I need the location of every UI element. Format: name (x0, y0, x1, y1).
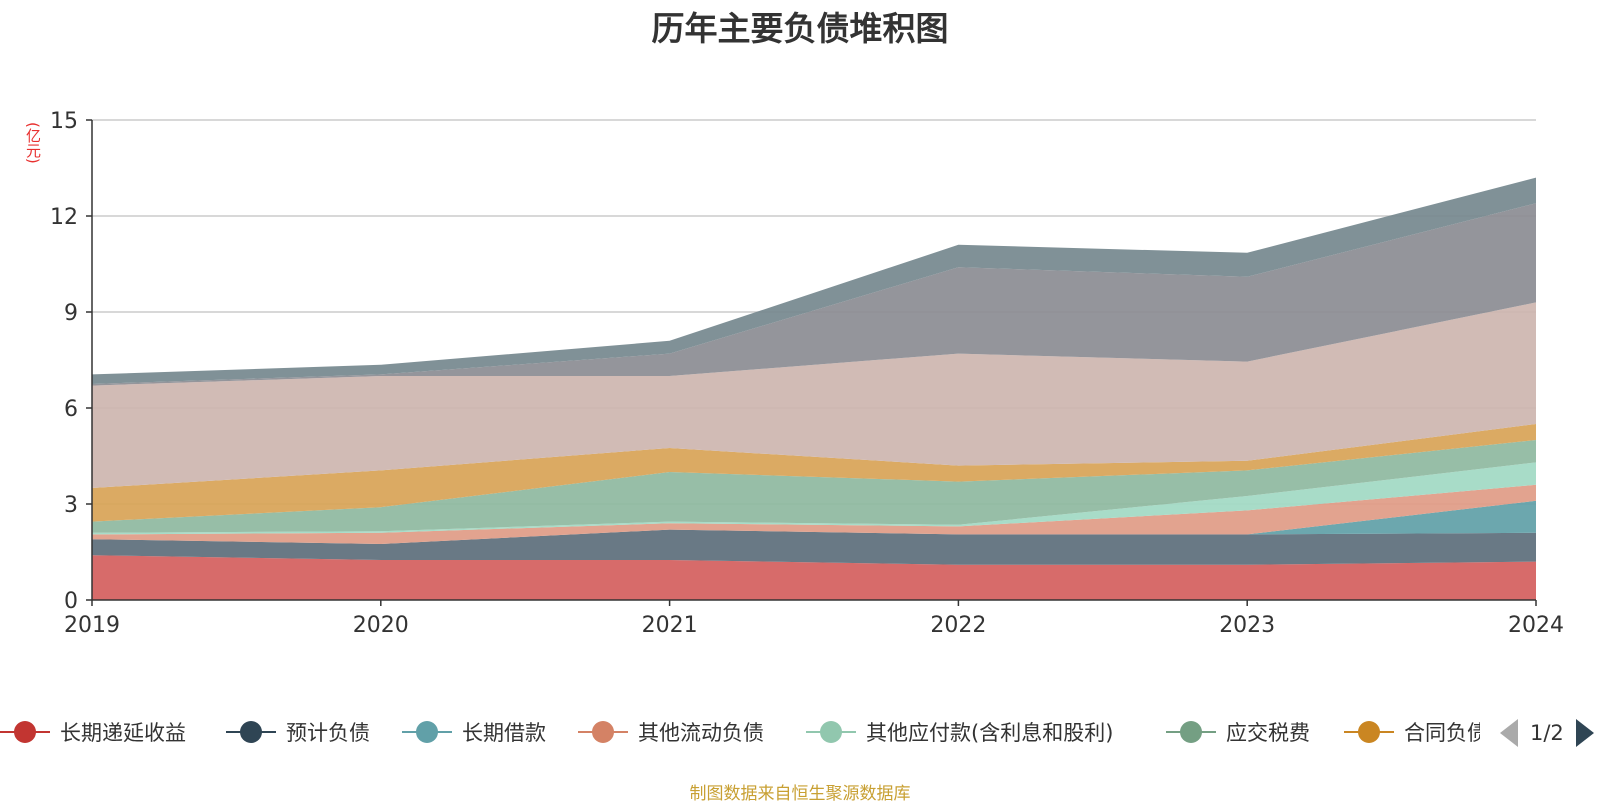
chart-title: 历年主要负债堆积图 (651, 9, 949, 48)
legend-marker-icon (806, 719, 856, 745)
x-tick-label: 2019 (64, 613, 120, 638)
legend-pager: 1/2 (1500, 718, 1594, 748)
legend-item[interactable]: 预计负债 (226, 712, 370, 752)
previous-page-icon[interactable] (1500, 719, 1518, 747)
legend-marker-icon (578, 719, 628, 745)
x-tick-label: 2024 (1508, 613, 1564, 638)
y-tick-label: 15 (50, 109, 78, 134)
area-series (92, 177, 1536, 600)
legend-label: 预计负债 (286, 721, 370, 745)
area-series-其他应付款(含利息和股利) (92, 462, 1536, 535)
legend: 长期递延收益 预计负债 长期借款 其他流动负债 其他应付款(含利息和股利) 应交税费 合同负… (0, 712, 1480, 752)
legend-marker-icon (1166, 719, 1216, 745)
legend-label: 其他流动负债 (638, 721, 764, 745)
legend-item[interactable]: 长期递延收益 (0, 712, 186, 752)
stacked-area-chart: 0 3 6 9 12 15 2019 2020 2021 2022 2023 2024 (50, 109, 1564, 638)
y-tick-label: 0 (64, 589, 78, 614)
x-tick-label: 2023 (1219, 613, 1275, 638)
x-tick-label: 2020 (353, 613, 409, 638)
legend-label: 应交税费 (1226, 721, 1310, 745)
legend-marker-icon (1344, 719, 1394, 745)
legend-marker-icon (402, 719, 452, 745)
legend-item[interactable]: 其他应付款(含利息和股利) (806, 712, 1113, 752)
y-tick-label: 9 (64, 301, 78, 326)
next-page-icon[interactable] (1575, 719, 1594, 747)
y-tick-label: 3 (64, 493, 78, 518)
legend-label: 其他应付款(含利息和股利) (866, 721, 1114, 745)
legend-label: 长期递延收益 (60, 721, 186, 745)
legend-marker-icon (0, 719, 50, 745)
x-tick-label: 2022 (930, 613, 986, 638)
area-series-应付账款 (92, 302, 1536, 488)
area-series-应付票据 (92, 203, 1536, 386)
legend-item[interactable]: 其他流动负债 (578, 712, 764, 752)
area-series-预计负债 (92, 529, 1536, 565)
y-tick-label: 12 (50, 205, 78, 230)
area-series-合同负债 (92, 424, 1536, 522)
legend-marker-icon (226, 719, 276, 745)
area-series-长期递延收益 (92, 555, 1536, 600)
legend-page-indicator: 1/2 (1530, 721, 1564, 745)
axes: 0 3 6 9 12 15 2019 2020 2021 2022 2023 2024 (50, 109, 1564, 638)
data-source-note: 制图数据来自恒生聚源数据库 (689, 784, 911, 804)
legend-label: 长期借款 (462, 721, 546, 745)
y-tick-label: 6 (64, 397, 78, 422)
x-tick-label: 2021 (642, 613, 698, 638)
area-series-其他流动负债 (92, 484, 1536, 544)
legend-label: 合同负债 (1404, 721, 1480, 745)
area-series-应交税费 (92, 440, 1536, 533)
legend-item[interactable]: 长期借款 (402, 712, 546, 752)
legend-item[interactable]: 应交税费 (1166, 712, 1310, 752)
legend-item[interactable]: 合同负债 (1344, 712, 1480, 752)
y-axis-unit-label: (亿元) (24, 122, 42, 164)
